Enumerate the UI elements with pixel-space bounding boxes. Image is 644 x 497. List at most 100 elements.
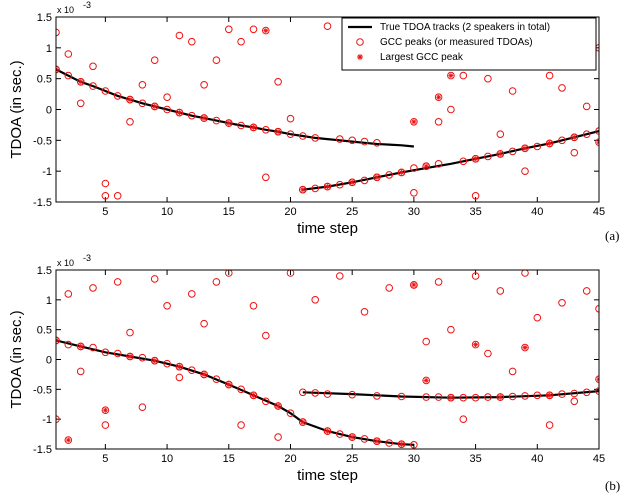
largest-gcc-peak-point	[200, 114, 208, 122]
gcc-peak-point	[508, 392, 517, 401]
gcc-peak-point	[212, 375, 221, 384]
gcc-peak-point	[101, 179, 110, 188]
gcc-peak-point	[150, 275, 159, 283]
gcc-peak-point	[113, 192, 122, 200]
gcc-peak-point	[200, 319, 208, 328]
largest-gcc-peak-ring	[373, 437, 381, 446]
gcc-peak-point	[286, 409, 295, 418]
y-tick-label: -0.5	[33, 135, 52, 147]
largest-gcc-peak-spoke	[152, 358, 157, 363]
gcc-peak-point	[138, 403, 147, 412]
gcc-peak-point	[89, 82, 97, 90]
largest-gcc-peak-ring	[545, 391, 554, 400]
largest-gcc-peak-spoke	[103, 408, 108, 413]
legend-circle-swatch	[356, 38, 364, 46]
largest-gcc-peak-spoke	[226, 382, 231, 387]
gcc-peak-point	[570, 148, 579, 157]
largest-gcc-peak-spoke	[56, 338, 59, 342]
gcc-peak-point	[471, 192, 480, 200]
gcc-peak-point	[175, 31, 184, 40]
gcc-peak-point	[385, 439, 394, 447]
x-tick-label: 15	[223, 206, 235, 218]
largest-gcc-peak-point	[422, 162, 431, 170]
largest-gcc-peak-spoke	[177, 110, 182, 115]
gcc-peak-point	[299, 388, 307, 397]
largest-gcc-peak-point	[348, 178, 357, 187]
gcc-peak-point	[188, 366, 196, 375]
largest-gcc-peak-spoke	[522, 345, 528, 350]
legend-entry-label: GCC peaks (or measured TDOAs)	[380, 37, 533, 48]
y-tick-label: -0.5	[33, 384, 52, 396]
gcc-peak-point	[348, 136, 357, 145]
largest-gcc-peak-point	[323, 427, 332, 435]
gcc-peak-point	[582, 388, 591, 397]
gcc-peak-point	[385, 284, 394, 292]
gcc-peak-point	[262, 397, 270, 406]
largest-gcc-peak-spoke	[436, 95, 441, 100]
gcc-peak-point	[558, 299, 566, 307]
x-axis-label: time step	[297, 220, 358, 237]
largest-gcc-peak-ring	[262, 26, 270, 35]
gcc-peak-point	[360, 137, 369, 146]
gcc-peak-point	[471, 393, 480, 402]
gcc-peak-point	[373, 139, 381, 147]
largest-gcc-peak-point	[496, 150, 505, 158]
largest-gcc-peak-spoke	[424, 378, 429, 383]
gcc-peak-point	[311, 134, 320, 142]
gcc-peak-point	[249, 25, 258, 34]
largest-gcc-peak-point	[323, 182, 332, 191]
gcc-peak-point	[200, 81, 208, 89]
largest-gcc-peak-point	[175, 108, 184, 117]
largest-gcc-peak-point	[471, 340, 480, 349]
gcc-peak-point	[484, 393, 492, 401]
legend-entry-label: Largest GCC peak	[380, 52, 464, 63]
gcc-peak-point	[188, 37, 196, 46]
largest-gcc-peak-point	[397, 440, 406, 449]
gcc-peak-point	[138, 81, 147, 89]
gcc-peak-point	[447, 105, 455, 114]
largest-gcc-peak-ring	[126, 352, 134, 361]
gcc-peak-point	[570, 397, 579, 406]
gcc-peak-point	[64, 290, 73, 298]
x-axis-label: time step	[297, 467, 358, 484]
largest-gcc-peak-spoke	[300, 420, 305, 425]
gcc-peak-point	[595, 305, 599, 313]
gcc-peak-point	[434, 160, 443, 168]
gcc-peak-point	[76, 367, 85, 376]
gcc-peak-point	[212, 116, 221, 125]
gcc-peak-point	[150, 56, 159, 65]
gcc-peak-point	[410, 441, 418, 449]
largest-gcc-peak-point	[545, 391, 554, 400]
x-tick-label: 25	[346, 206, 358, 218]
largest-gcc-peak-ring	[200, 370, 208, 379]
gcc-peak-point	[595, 387, 599, 395]
y-tick-label: -1.5	[33, 444, 52, 456]
largest-gcc-peak-spoke	[300, 187, 305, 192]
largest-gcc-peak-ring	[348, 433, 357, 441]
x-tick-label: 45	[593, 453, 605, 465]
largest-gcc-peak-ring	[323, 182, 332, 191]
gcc-peak-point	[545, 421, 554, 429]
largest-gcc-peak-point	[225, 380, 233, 389]
gcc-peak-point	[113, 92, 122, 100]
gcc-peak-point	[323, 22, 332, 31]
data-layer	[56, 270, 599, 449]
gcc-peak-point	[521, 392, 529, 400]
gcc-peak-point	[113, 278, 122, 286]
gcc-peak-point	[410, 164, 418, 172]
gcc-peak-point	[484, 349, 492, 358]
largest-gcc-peak-spoke	[263, 28, 268, 33]
gcc-peak-point	[360, 176, 369, 185]
largest-gcc-peak-spoke	[547, 393, 552, 398]
true-tdoa-track-line	[56, 68, 415, 148]
largest-gcc-peak-ring	[471, 155, 480, 163]
largest-gcc-peak-point	[373, 437, 381, 446]
largest-gcc-peak-point	[348, 433, 357, 441]
gcc-peak-point	[126, 328, 134, 337]
y-tick-label: -1	[42, 166, 52, 178]
largest-gcc-peak-spoke	[572, 135, 577, 140]
gcc-peak-point	[360, 308, 369, 316]
gcc-peak-point	[188, 290, 196, 298]
gcc-peak-point	[163, 93, 171, 101]
